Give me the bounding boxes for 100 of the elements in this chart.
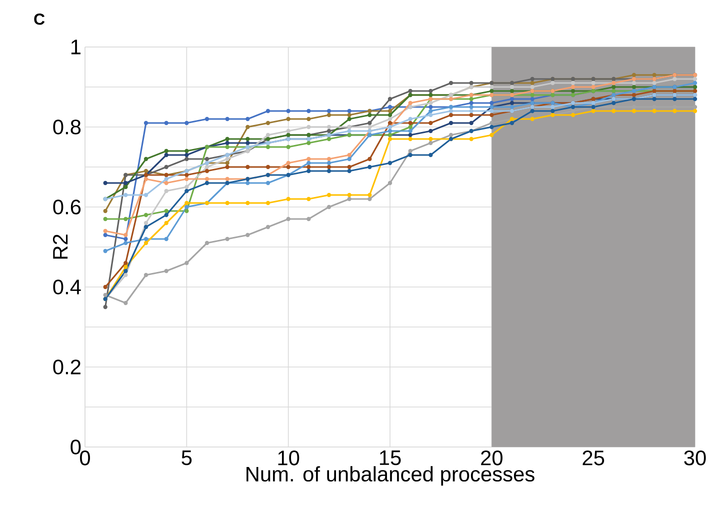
point — [347, 192, 352, 198]
point — [286, 160, 290, 166]
point — [144, 236, 148, 242]
point — [286, 164, 290, 170]
point — [530, 84, 534, 90]
point — [510, 120, 514, 126]
point — [225, 144, 230, 150]
point — [326, 204, 332, 210]
point — [306, 124, 311, 130]
point — [144, 176, 148, 182]
point — [448, 108, 454, 114]
point — [510, 88, 514, 94]
point — [490, 88, 494, 94]
point — [103, 228, 108, 234]
point — [266, 224, 270, 230]
point — [124, 260, 128, 266]
point — [530, 80, 534, 86]
point — [692, 76, 698, 82]
y-tick-label: 0 — [70, 440, 81, 454]
point — [164, 208, 168, 214]
point — [286, 116, 290, 122]
point — [347, 196, 352, 202]
point — [306, 160, 311, 166]
point — [408, 120, 412, 126]
point — [530, 108, 534, 114]
point — [103, 292, 108, 298]
point — [164, 220, 168, 226]
point — [570, 108, 576, 114]
point — [428, 112, 433, 118]
point — [204, 156, 210, 162]
point — [124, 240, 128, 246]
point — [388, 136, 392, 142]
point — [347, 112, 352, 118]
point — [570, 88, 576, 94]
point — [124, 216, 128, 222]
point — [570, 84, 576, 90]
point — [448, 132, 454, 138]
point — [184, 184, 189, 190]
point — [347, 152, 352, 158]
point — [124, 184, 128, 190]
point — [124, 180, 128, 186]
point — [103, 304, 108, 310]
point — [306, 108, 311, 114]
point — [388, 104, 392, 110]
point — [103, 216, 108, 222]
point — [347, 164, 352, 170]
point — [692, 80, 698, 86]
point — [184, 172, 189, 178]
point — [184, 188, 189, 194]
point — [103, 232, 108, 238]
point — [632, 92, 636, 98]
point — [326, 136, 332, 142]
point — [326, 112, 332, 118]
y-tick-label: 0.2 — [53, 360, 80, 374]
point — [368, 120, 372, 126]
point — [652, 96, 656, 102]
point — [632, 80, 636, 86]
point — [347, 128, 352, 134]
point — [550, 80, 555, 86]
point — [306, 164, 311, 170]
point — [266, 120, 270, 126]
point — [246, 200, 250, 206]
point — [550, 108, 555, 114]
x-tick-label: 30 — [684, 450, 706, 466]
point — [326, 168, 332, 174]
point — [144, 120, 148, 126]
point — [124, 236, 128, 242]
point — [124, 264, 128, 270]
point — [692, 108, 698, 114]
point — [510, 96, 514, 102]
point — [368, 192, 372, 198]
point — [286, 128, 290, 134]
point — [246, 140, 250, 146]
point — [469, 120, 474, 126]
point — [164, 148, 168, 154]
point — [204, 116, 210, 122]
point — [164, 164, 168, 170]
point — [428, 136, 433, 142]
point — [164, 180, 168, 186]
point — [144, 220, 148, 226]
point — [368, 196, 372, 202]
point — [368, 112, 372, 118]
y-tick-label: 0.8 — [53, 120, 81, 134]
point — [530, 92, 534, 98]
point — [408, 124, 412, 130]
point — [204, 168, 210, 174]
point — [306, 116, 311, 122]
point — [266, 200, 270, 206]
point — [428, 104, 433, 110]
point — [184, 148, 189, 154]
point — [144, 272, 148, 278]
point — [632, 108, 636, 114]
point — [225, 176, 230, 182]
y-axis-title: R2 — [52, 234, 68, 259]
point — [103, 208, 108, 214]
point — [124, 272, 128, 278]
point — [469, 80, 474, 86]
point — [490, 124, 494, 130]
point — [490, 120, 494, 126]
point — [672, 96, 677, 102]
